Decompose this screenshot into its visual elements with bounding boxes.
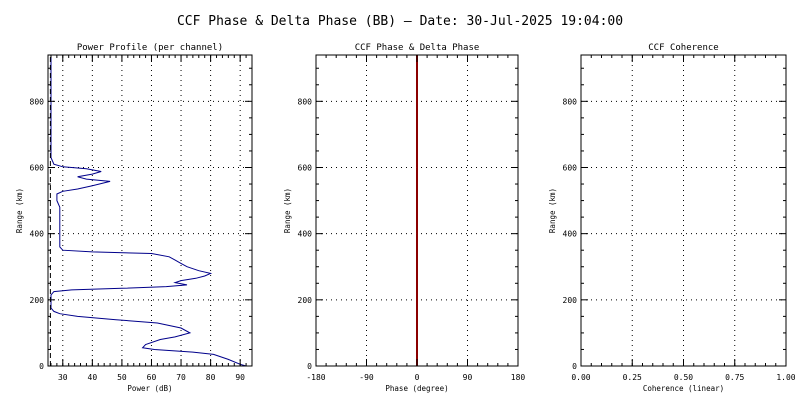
power-profile-xtick-label-0: 30 [58, 373, 68, 382]
ccf-phase-ylabel: Range (km) [283, 188, 292, 233]
power-profile-series-0 [50, 55, 247, 367]
ccf-phase-ytick-label-3: 600 [298, 163, 313, 172]
power-profile-title: Power Profile (per channel) [77, 43, 223, 53]
ccf-phase-xtick-label-0: -180 [306, 373, 325, 382]
power-profile-xtick-label-6: 90 [235, 373, 245, 382]
power-profile-ylabel: Range (km) [15, 188, 24, 233]
ccf-phase-xtick-label-1: -90 [359, 373, 374, 382]
power-profile-ytick-label-1: 200 [30, 296, 45, 305]
ccf-phase-title: CCF Phase & Delta Phase [355, 43, 480, 53]
power-profile-ytick-label-3: 600 [30, 163, 45, 172]
ccf-coherence-ytick-label-3: 600 [563, 163, 578, 172]
power-profile-panel: Power Profile (per channel) 30 40 50 60 70 80 9… [15, 43, 253, 393]
power-profile-xlabel: Power (dB) [127, 384, 172, 393]
ccf-phase-xtick-label-4: 180 [511, 373, 526, 382]
ccf-phase-ytick-label-4: 800 [298, 97, 313, 106]
ccf-coherence-ytick-label-0: 0 [572, 362, 577, 371]
power-profile-ytick-label-4: 800 [30, 97, 45, 106]
ccf-coherence-xtick-label-1: 0.25 [623, 373, 642, 382]
ccf-phase-ytick-label-0: 0 [307, 362, 312, 371]
power-profile-xtick-label-3: 60 [147, 373, 157, 382]
ccf-phase-panel: CCF Phase & Delta Phase -180 -90 0 90 180 0 200… [283, 43, 525, 393]
power-profile-xtick-label-1: 40 [88, 373, 98, 382]
ccf-phase-xtick-label-2: 0 [415, 373, 420, 382]
ccf-coherence-panel: CCF Coherence 0.00 0.25 0.50 0.75 1.00 0 200 400… [548, 43, 796, 393]
ccf-coherence-ytick-label-1: 200 [563, 296, 578, 305]
power-profile-frame [47, 54, 253, 367]
ccf-phase-ytick-label-1: 200 [298, 296, 313, 305]
ccf-coherence-xtick-label-0: 0.00 [571, 373, 590, 382]
ccf-coherence-ytick-label-4: 800 [563, 97, 578, 106]
ccf-coherence-xtick-label-4: 1.00 [776, 373, 795, 382]
figure-title: CCF Phase & Delta Phase (BB) — Date: 30-… [177, 14, 623, 29]
ccf-coherence-ylabel: Range (km) [548, 188, 557, 233]
ccf-phase-ytick-label-2: 400 [298, 230, 313, 239]
power-profile-xtick-label-4: 70 [176, 373, 186, 382]
ccf-coherence-xtick-label-3: 0.75 [725, 373, 744, 382]
ccf-coherence-title: CCF Coherence [648, 43, 718, 53]
power-profile-xtick-label-2: 50 [117, 373, 127, 382]
ccf-coherence-xtick-label-2: 0.50 [674, 373, 693, 382]
power-profile-xtick-label-5: 80 [206, 373, 216, 382]
ccf-phase-xlabel: Phase (degree) [385, 384, 448, 393]
ccf-phase-xtick-label-3: 90 [463, 373, 473, 382]
power-profile-ytick-label-0: 0 [39, 362, 44, 371]
ccf-coherence-xlabel: Coherence (linear) [643, 384, 724, 393]
power-profile-ytick-label-2: 400 [30, 230, 45, 239]
ccf-coherence-ytick-label-2: 400 [563, 230, 578, 239]
